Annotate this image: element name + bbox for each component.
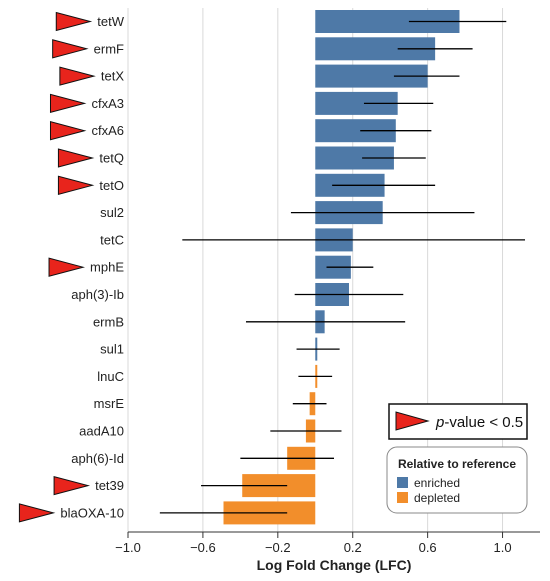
significance-marker-tet39 [53, 475, 91, 496]
category-label-sul2: sul2 [100, 205, 124, 220]
category-label-tetC: tetC [100, 232, 124, 247]
group-legend-title: Relative to reference [398, 457, 516, 471]
category-label-mphE: mphE [90, 260, 124, 275]
x-tick-label-4: 0.6 [419, 540, 437, 555]
bar-cfxA3 [315, 91, 398, 115]
category-label-cfxA3: cfxA3 [91, 96, 124, 111]
significance-marker-icon [395, 411, 430, 431]
category-label-aph(3)-Ib: aph(3)-Ib [71, 287, 124, 302]
significance-marker-cfxA3 [49, 93, 87, 114]
category-label-tet39: tet39 [95, 478, 124, 493]
category-label-msrE: msrE [94, 396, 125, 411]
category-label-ermF: ermF [94, 41, 124, 56]
significance-marker-mphE [48, 257, 85, 277]
legend-swatch-depleted [397, 492, 408, 503]
significance-marker-ermF [52, 39, 89, 59]
category-label-tetX: tetX [101, 69, 124, 84]
error-bars [159, 20, 526, 514]
significance-marker-tetX [59, 66, 96, 86]
significance-marker-tetQ [57, 148, 95, 168]
significance-legend-label-italic: p [435, 414, 444, 431]
category-label-blaOXA-10: blaOXA-10 [60, 505, 124, 520]
category-label-aadA10: aadA10 [79, 424, 124, 439]
category-label-tetW: tetW [97, 14, 124, 29]
x-tick-label-5: 1.0 [494, 540, 512, 555]
category-label-aph(6)-Id: aph(6)-Id [71, 451, 124, 466]
significance-marker-cfxA6 [49, 121, 87, 141]
bar-tetX [315, 64, 428, 88]
legend-label-enriched: enriched [414, 476, 460, 490]
category-label-cfxA6: cfxA6 [91, 123, 124, 138]
category-label-tetO: tetO [99, 178, 124, 193]
significance-legend: p-value < 0.5 [388, 403, 528, 440]
bar-cfxA6 [315, 119, 396, 143]
category-label-lnuC: lnuC [97, 369, 124, 384]
category-label-tetQ: tetQ [99, 151, 124, 166]
group-legend: Relative to reference enriched depleted [386, 446, 528, 514]
legend-label-depleted: depleted [414, 491, 460, 505]
bar-ermF [315, 37, 436, 61]
x-axis: −1.0 −0.6 −0.2 0.2 0.6 1.0 [115, 531, 540, 555]
x-tick-label-2: −0.2 [265, 540, 291, 555]
significance-markers [18, 11, 96, 523]
x-tick-label-1: −0.6 [190, 540, 216, 555]
significance-marker-tetO [57, 175, 95, 195]
significance-marker-tetW [55, 11, 93, 32]
category-label-ermB: ermB [93, 314, 124, 329]
bar-tetW [315, 10, 460, 33]
x-tick-label-0: −1.0 [115, 540, 141, 555]
significance-legend-label-rest: -value < 0.5 [444, 414, 523, 431]
bar-tetQ [315, 146, 394, 170]
significance-legend-label: p-value < 0.5 [435, 414, 523, 431]
x-tick-label-3: 0.2 [344, 540, 362, 555]
category-label-sul1: sul1 [100, 342, 124, 357]
legend-swatch-enriched [397, 477, 408, 488]
category-labels: tetW ermF tetX cfxA3 cfxA6 tetQ tetO sul2 tetC mp… [60, 14, 124, 520]
significance-marker-blaOXA-10 [18, 503, 56, 523]
x-axis-title: Log Fold Change (LFC) [257, 557, 412, 573]
group-legend-box [386, 446, 528, 514]
